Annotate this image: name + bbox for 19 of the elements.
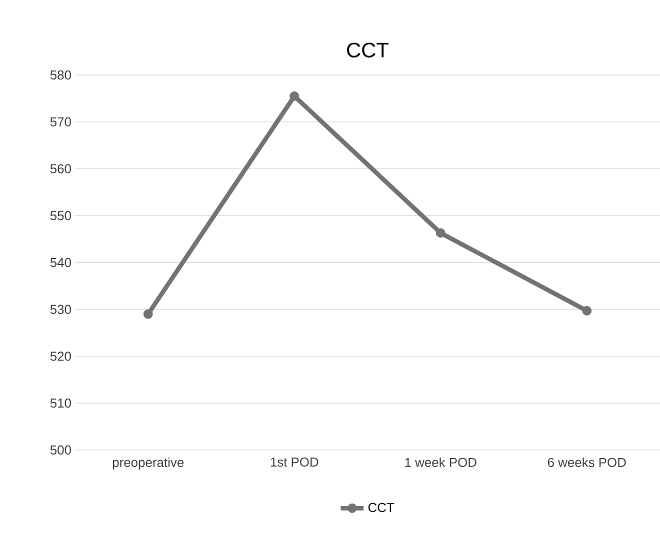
y-tick-label: 500 — [50, 445, 71, 455]
x-tick-label: preoperative — [112, 458, 184, 470]
point — [436, 228, 446, 238]
y-tick-label: 520 — [50, 352, 71, 361]
y-tick-label: 580 — [50, 70, 71, 80]
y-tick-label: 540 — [50, 258, 71, 268]
y-tick-label: 550 — [50, 211, 71, 220]
chart-title: CCT — [347, 42, 389, 58]
y-tick-label: 510 — [50, 398, 71, 408]
point — [143, 309, 153, 319]
y-tick-label: 560 — [50, 164, 71, 174]
y-tick-label: 570 — [50, 117, 71, 126]
x-tick-label: 1 week POD — [405, 458, 476, 468]
point — [290, 91, 300, 101]
legend-label: CCT — [368, 502, 394, 512]
x-tick-label: 1st POD — [270, 458, 318, 467]
y-tick-label: 530 — [50, 304, 71, 314]
x-tick-label: 6 weeks POD — [548, 458, 626, 468]
point — [582, 306, 592, 316]
